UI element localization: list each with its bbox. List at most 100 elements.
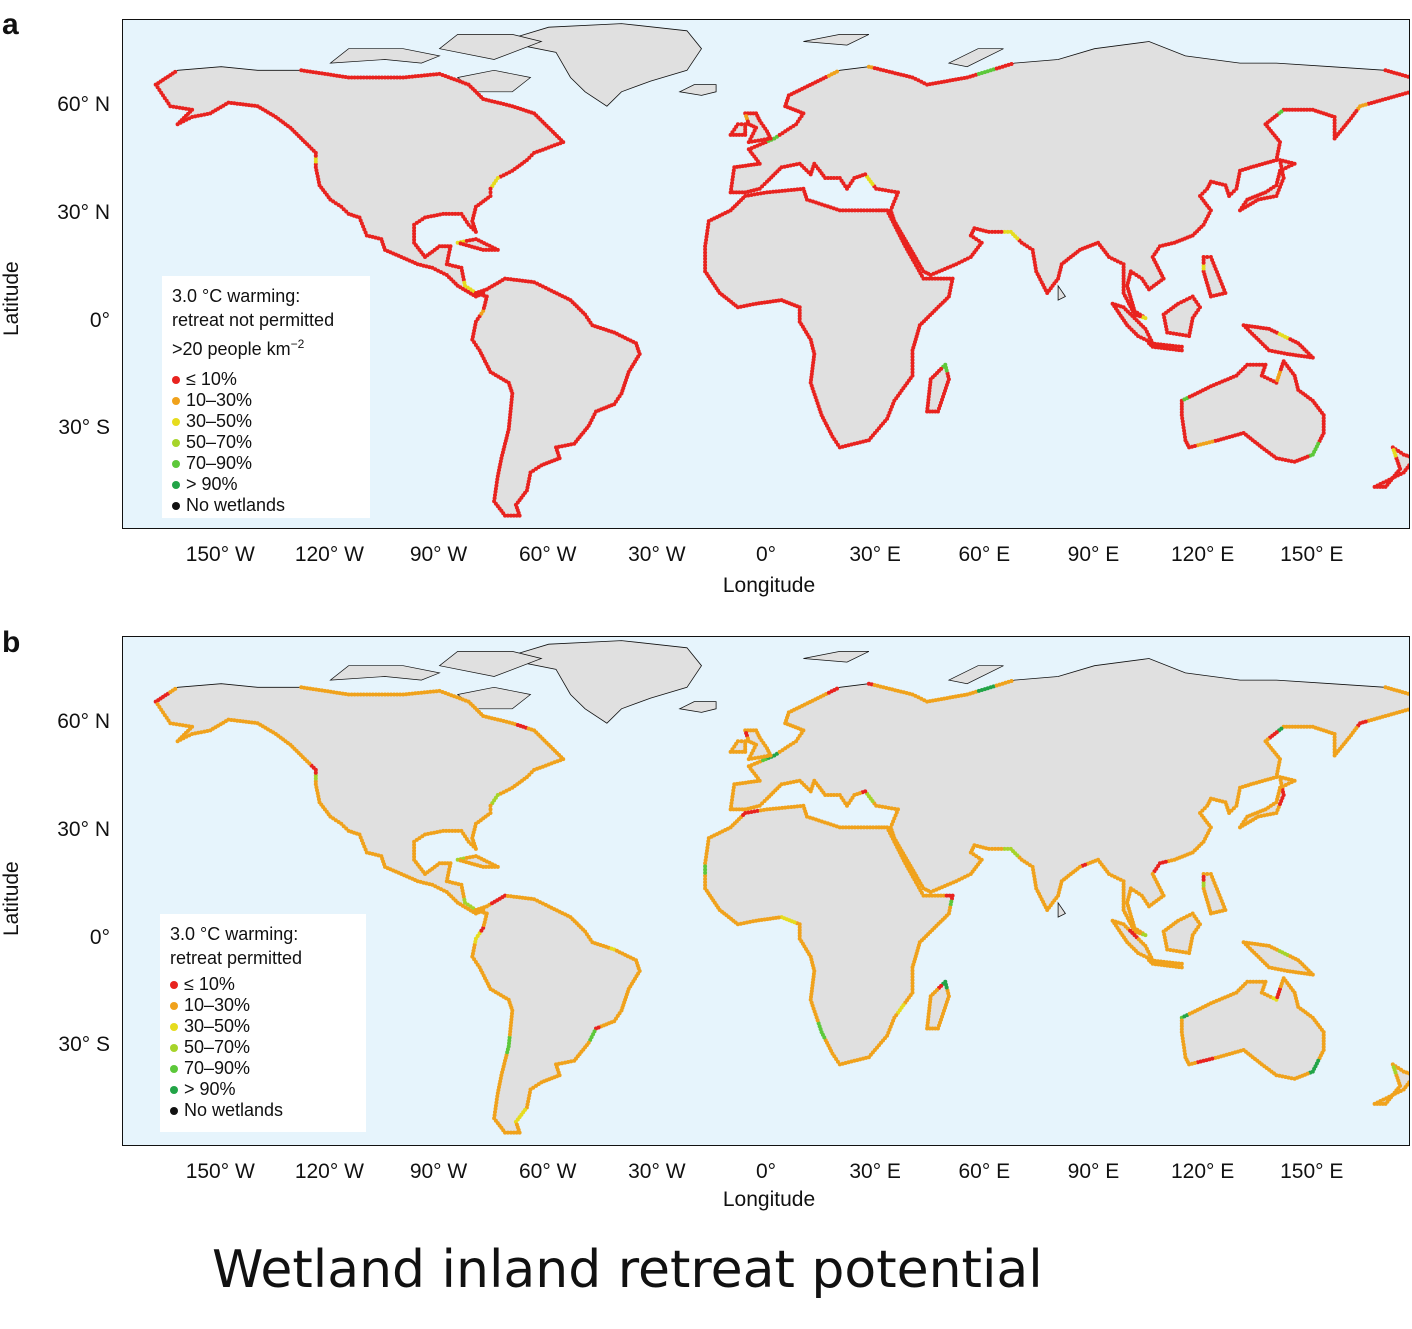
wetland-point xyxy=(1201,880,1206,885)
wetland-point xyxy=(453,828,458,833)
wetland-point xyxy=(487,864,491,869)
wetland-point xyxy=(1171,948,1176,953)
wetland-point xyxy=(894,193,899,198)
longitude-tick-label: 30° W xyxy=(628,543,686,566)
wetland-point xyxy=(563,1060,568,1065)
longitude-tick-label: 0° xyxy=(755,543,777,566)
wetland-point xyxy=(173,69,178,74)
wetland-point xyxy=(498,1079,503,1084)
landmass-iceland xyxy=(678,84,717,96)
wetland-point xyxy=(877,804,882,809)
wetland-point xyxy=(1032,877,1037,882)
wetland-point xyxy=(1265,376,1270,381)
wetland-point xyxy=(1409,704,1410,708)
landmass-greenland xyxy=(501,640,702,724)
wetland-point xyxy=(1121,288,1126,293)
wetland-point xyxy=(1276,763,1281,768)
wetland-point xyxy=(1332,735,1337,740)
wetland-point xyxy=(1236,794,1241,799)
wetland-point xyxy=(1173,961,1178,966)
wetland-point xyxy=(1262,196,1267,201)
wetland-point xyxy=(1391,448,1396,453)
arctic-island xyxy=(438,34,543,60)
wetland-point xyxy=(1238,168,1242,173)
wetland-point xyxy=(352,75,357,80)
wetland-point xyxy=(1310,724,1315,729)
arctic-island xyxy=(947,665,1004,685)
wetland-point xyxy=(1278,140,1282,145)
wetland-point xyxy=(1031,254,1036,258)
wetland-point xyxy=(488,186,493,191)
wetland-point xyxy=(205,112,210,116)
wetland-point xyxy=(507,1038,512,1043)
wetland-point xyxy=(427,882,432,887)
wetland-point xyxy=(888,208,893,213)
wetland-point xyxy=(703,883,708,888)
wetland-point xyxy=(925,406,930,411)
wetland-point xyxy=(446,253,451,258)
wetland-point xyxy=(370,692,375,697)
x-axis-title: Longitude xyxy=(722,1188,816,1211)
legend-swatch xyxy=(172,438,180,447)
wetland-point xyxy=(883,805,888,810)
wetland-point xyxy=(808,198,812,203)
wetland-point xyxy=(731,807,736,812)
legend-swatch xyxy=(172,396,180,405)
panel-letter: b xyxy=(2,626,21,659)
wetland-point xyxy=(797,319,802,324)
wetland-point xyxy=(993,846,998,851)
wetland-point xyxy=(706,839,711,844)
wetland-point xyxy=(1121,268,1126,272)
wetland-point xyxy=(1121,882,1126,887)
wetland-point xyxy=(328,689,333,694)
wetland-point xyxy=(492,99,497,104)
wetland-point xyxy=(706,222,711,227)
wetland-point xyxy=(762,137,767,142)
wetland-point xyxy=(1009,62,1014,66)
wetland-point xyxy=(1112,304,1117,309)
legend-item: 30–50% xyxy=(170,1016,356,1037)
wetland-point xyxy=(927,1005,932,1010)
wetland-point xyxy=(933,893,938,898)
wetland-point xyxy=(458,858,463,863)
longitude-tick-label: 120° W xyxy=(294,543,364,566)
wetland-point xyxy=(1190,319,1195,324)
wetland-point xyxy=(814,1015,819,1020)
wetland-point xyxy=(1216,273,1221,277)
wetland-point xyxy=(507,418,512,423)
wetland-point xyxy=(996,846,1001,851)
wetland-point xyxy=(171,104,176,109)
wetland-point xyxy=(311,687,316,692)
wetland-point xyxy=(1148,343,1153,347)
wetland-point xyxy=(928,1000,933,1004)
wetland-point xyxy=(1274,194,1279,198)
wetland-point xyxy=(492,716,497,721)
wetland-point xyxy=(731,788,736,793)
wetland-point xyxy=(910,357,915,362)
wetland-point xyxy=(1321,428,1326,432)
wetland-point xyxy=(450,828,455,833)
wetland-point xyxy=(458,241,463,246)
wetland-point xyxy=(1321,1033,1326,1038)
wetland-point xyxy=(305,69,310,74)
wetland-point xyxy=(434,72,439,77)
latitude-tick-label: 30° S xyxy=(58,1033,110,1057)
legend-title-line-1: 3.0 °C warming: xyxy=(170,924,299,944)
wetland-point xyxy=(759,755,764,760)
wetland-point xyxy=(361,224,366,229)
wetland-point xyxy=(777,189,782,194)
legend-title-line-2: retreat permitted xyxy=(170,948,303,968)
wetland-point xyxy=(886,188,891,193)
wetland-point xyxy=(1409,701,1410,705)
wetland-point xyxy=(446,873,450,878)
wetland-point xyxy=(183,106,188,111)
wetland-point xyxy=(928,997,933,1002)
wetland-point xyxy=(1003,680,1008,685)
wetland-point xyxy=(1033,883,1038,888)
wetland-point xyxy=(359,221,364,226)
wetland-point xyxy=(1176,961,1181,966)
wetland-point xyxy=(782,164,787,169)
wetland-point xyxy=(459,882,464,887)
wetland-point xyxy=(1289,459,1294,464)
wetland-point xyxy=(822,820,827,825)
